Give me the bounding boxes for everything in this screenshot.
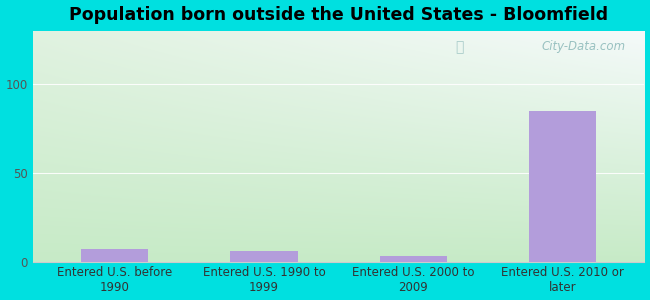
Bar xyxy=(529,111,596,262)
Bar xyxy=(380,256,447,262)
Title: Population born outside the United States - Bloomfield: Population born outside the United State… xyxy=(69,6,608,24)
Text: City-Data.com: City-Data.com xyxy=(542,40,626,53)
Text: ⓘ: ⓘ xyxy=(456,40,464,54)
Bar xyxy=(81,249,148,262)
Bar xyxy=(230,251,298,262)
